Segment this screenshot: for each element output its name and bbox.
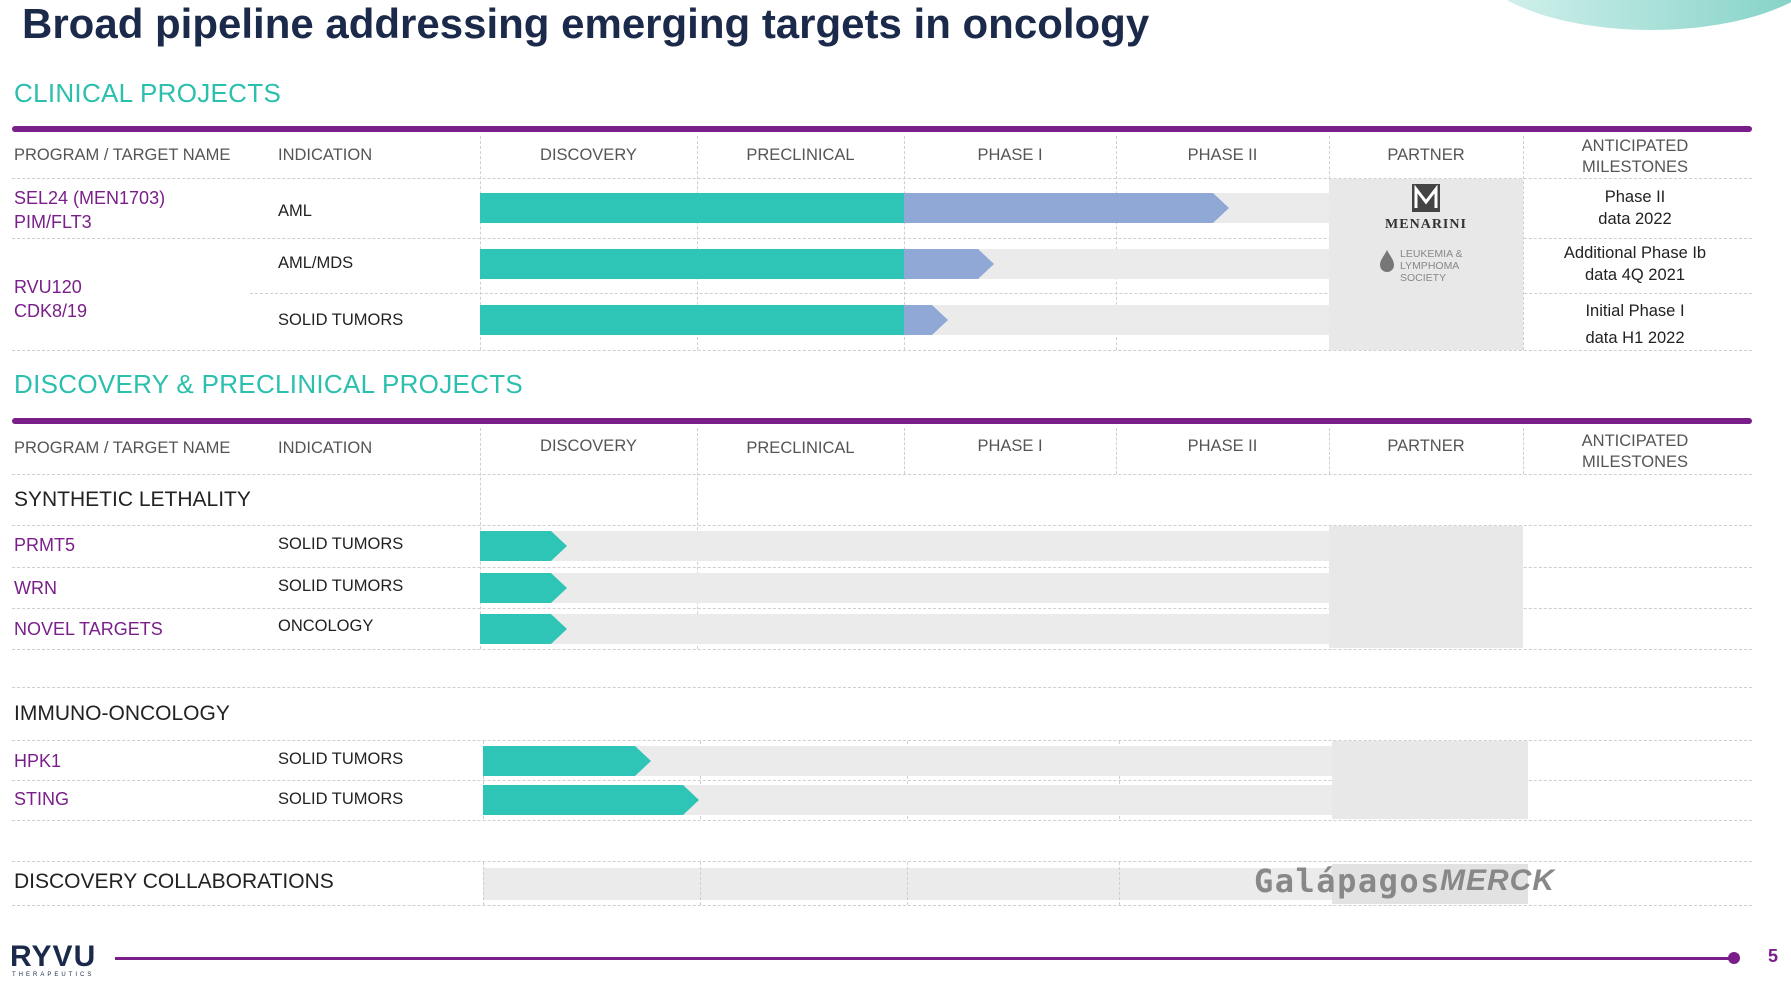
menarini-logo-icon (1408, 184, 1444, 214)
ryvu-logo: RYVU (10, 940, 97, 973)
indication-aml-mds: AML/MDS (278, 254, 354, 272)
program-hpk1: HPK1 (14, 751, 62, 771)
bar-sting (483, 785, 699, 815)
category-immuno-oncology: IMMUNO-ONCOLOGY (14, 702, 230, 725)
col-preclinical-2: PRECLINICAL (746, 439, 855, 457)
partner-cell-sl (1329, 526, 1523, 648)
indication-aml: AML (278, 202, 312, 220)
col-phase1-2: PHASE I (977, 437, 1043, 455)
col-milestones-2: ANTICIPATED MILESTONES (1581, 432, 1689, 471)
col-discovery-2: DISCOVERY (540, 437, 637, 455)
milestone-rvu120-solid: Initial Phase I data H1 2022 (1585, 302, 1685, 347)
partner-menarini: MENARINI (1385, 217, 1467, 232)
bar-rvu120-aml-clinical (480, 249, 904, 279)
discovery-heading: DISCOVERY & PRECLINICAL PROJECTS (14, 369, 524, 399)
partner-galapagos: Galápagos (1254, 862, 1441, 900)
discovery-divider (12, 418, 1752, 424)
clinical-heading: CLINICAL PROJECTS (14, 78, 282, 108)
ryvu-tagline: THERAPEUTICS (12, 972, 95, 978)
lls-drop-icon (1380, 250, 1394, 272)
col-phase2-2: PHASE II (1187, 437, 1258, 455)
col-partner: PARTNER (1387, 146, 1465, 164)
program-novel-targets: NOVEL TARGETS (14, 619, 163, 639)
bar-sel24-clinical (480, 193, 904, 223)
col-phase2: PHASE II (1187, 146, 1258, 164)
program-prmt5: PRMT5 (14, 535, 76, 555)
indication-hpk1: SOLID TUMORS (278, 750, 404, 768)
page-number: 5 (1768, 946, 1779, 966)
col-partner-2: PARTNER (1387, 437, 1465, 455)
indication-wrn: SOLID TUMORS (278, 577, 404, 595)
program-sting: STING (14, 789, 70, 809)
bar-rvu120-aml-phase (904, 249, 994, 279)
corner-decoration (1471, 0, 1791, 30)
indication-novel-targets: ONCOLOGY (278, 617, 374, 635)
col-discovery: DISCOVERY (540, 146, 637, 164)
page-title: Broad pipeline addressing emerging targe… (22, 0, 1150, 47)
bar-wrn (480, 573, 567, 603)
partner-lls: LEUKEMIA & LYMPHOMA SOCIETY (1400, 248, 1463, 284)
bar-rvu120-solid-clinical (480, 305, 904, 335)
col-program-2: PROGRAM / TARGET NAME (14, 439, 231, 457)
category-discovery-collaborations: DISCOVERY COLLABORATIONS (14, 870, 334, 893)
indication-solid-tumors: SOLID TUMORS (278, 311, 404, 329)
track-row (480, 614, 1329, 644)
col-milestones: ANTICIPATED MILESTONES (1581, 137, 1689, 176)
partner-cell-io (1332, 741, 1528, 819)
bar-hpk1 (483, 746, 651, 776)
milestone-sel24: Phase II data 2022 (1598, 188, 1672, 228)
footer-line (115, 957, 1735, 960)
category-synthetic-lethality: SYNTHETIC LETHALITY (14, 488, 251, 511)
col-program: PROGRAM / TARGET NAME (14, 146, 231, 164)
bar-sel24-phase (904, 193, 1229, 223)
milestone-rvu120-aml: Additional Phase Ib data 4Q 2021 (1563, 244, 1707, 284)
partner-merck: MERCK (1440, 864, 1555, 897)
program-sel24: SEL24 (MEN1703) PIM/FLT3 (14, 188, 166, 232)
bar-prmt5 (480, 531, 567, 561)
indication-sting: SOLID TUMORS (278, 790, 404, 808)
col-preclinical: PRECLINICAL (746, 146, 855, 164)
col-indication-2: INDICATION (278, 439, 373, 457)
track-row (480, 573, 1329, 603)
col-indication: INDICATION (278, 146, 373, 164)
bar-novel-targets (480, 614, 567, 644)
clinical-divider (12, 126, 1752, 132)
indication-prmt5: SOLID TUMORS (278, 535, 404, 553)
partner-cell-collab (1332, 864, 1528, 904)
program-rvu120: RVU120 CDK8/19 (14, 277, 88, 321)
col-phase1: PHASE I (977, 146, 1043, 164)
footer-dot (1728, 952, 1740, 964)
track-row (480, 531, 1329, 561)
program-wrn: WRN (14, 578, 57, 598)
